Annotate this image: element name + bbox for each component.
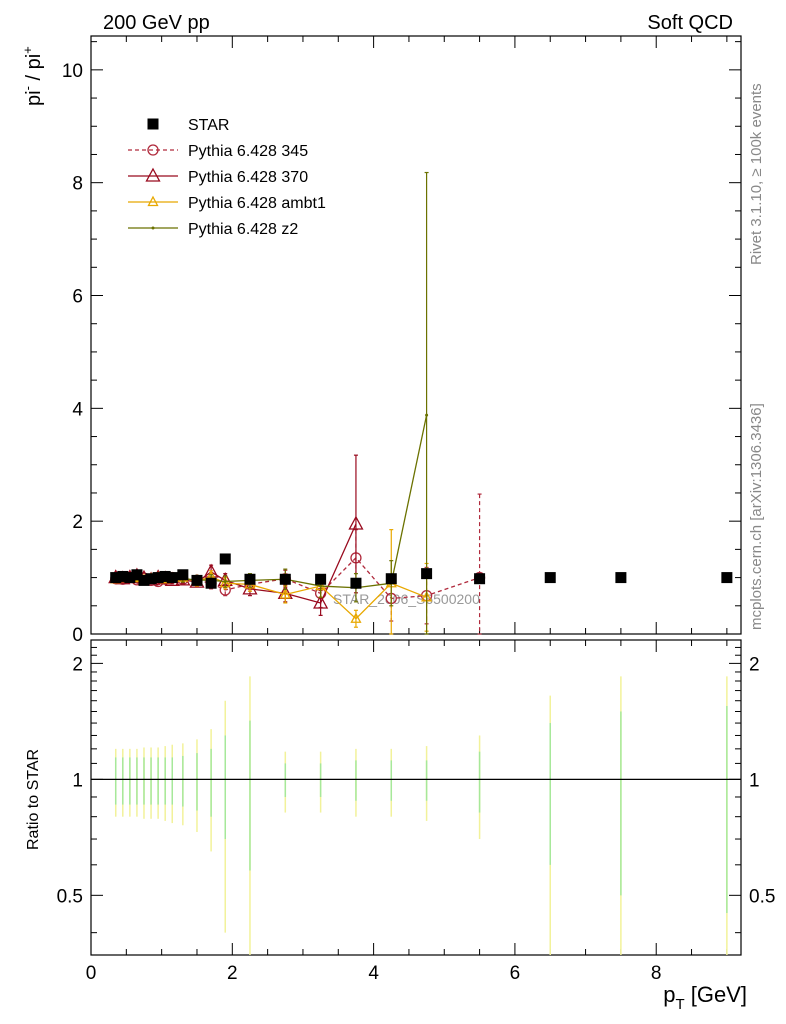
data-point-star: [474, 573, 486, 585]
legend-label: Pythia 6.428 345: [188, 143, 308, 160]
data-point-z2: [425, 413, 429, 417]
data-point-star: [544, 572, 556, 584]
ratio-y-tick-label-right: 0.5: [749, 886, 775, 907]
source-label: mcplots.cern.ch [arXiv:1306.3436]: [748, 403, 765, 630]
y-tick-label: 4: [72, 399, 83, 420]
legend-item: Pythia 6.428 ambt1: [128, 195, 326, 212]
data-point-star: [131, 569, 143, 581]
main-panel: 0 2 4 6 8 10 STAR_2006_S6500200: [62, 35, 742, 646]
x-tick-label: 0: [86, 963, 97, 984]
y-tick-label: 0: [72, 625, 83, 646]
y-tick-label: 6: [72, 287, 83, 308]
legend-marker: [145, 167, 161, 182]
ratio-y-tick-label-right: 1: [749, 770, 760, 791]
data-point-p370: [313, 594, 329, 609]
data-point-star: [191, 574, 203, 586]
data-point-z2: [319, 584, 323, 588]
x-tick-label: 6: [510, 963, 521, 984]
data-point-star: [385, 573, 397, 585]
ratio-y-tick-label: 2: [72, 654, 83, 675]
x-axis-label: pT [GeV]: [663, 982, 747, 1013]
ratio-panel: 0 2 4 6 8 0.5 1 2 0.5 1 2: [57, 639, 775, 984]
data-point-star: [145, 573, 157, 585]
header-left: 200 GeV pp: [103, 12, 210, 34]
legend-item: Pythia 6.428 370: [128, 167, 308, 186]
ratio-y-tick-label-right: 2: [749, 654, 760, 675]
data-point-star: [110, 572, 122, 584]
data-point-ambt1: [279, 588, 291, 599]
series-p370: [108, 454, 364, 616]
data-point-star: [166, 572, 178, 584]
data-point-star: [124, 572, 136, 584]
series-line-z2: [115, 414, 428, 589]
data-point-z2: [223, 580, 227, 584]
legend-label: Pythia 6.428 370: [188, 169, 308, 186]
y-tick-label: 8: [72, 174, 83, 195]
y-tick-label: 2: [72, 512, 83, 533]
legend-label: Pythia 6.428 z2: [188, 221, 298, 238]
ratio-y-tick-label: 1: [72, 770, 83, 791]
data-point-star: [205, 577, 217, 589]
data-point-star: [350, 577, 362, 589]
data-point-star: [279, 573, 291, 585]
data-point-star: [421, 568, 433, 580]
series-star: [110, 553, 733, 589]
data-point-star: [117, 570, 129, 582]
legend-item: Pythia 6.428 z2: [128, 221, 298, 238]
header-right: Soft QCD: [647, 12, 733, 34]
legend-marker: [147, 144, 159, 156]
legend-marker: [147, 118, 159, 130]
legend-label: STAR: [188, 117, 229, 134]
ratio-panel-frame: [90, 639, 742, 956]
watermark: STAR_2006_S6500200: [333, 591, 480, 607]
ratio-y-axis-label: Ratio to STAR: [25, 749, 42, 850]
data-point-star: [138, 574, 150, 586]
legend-item: STAR: [147, 117, 229, 134]
legend-marker: [147, 195, 159, 207]
data-point-star: [721, 572, 733, 584]
data-point-star: [152, 572, 164, 584]
data-point-star: [177, 569, 189, 581]
top-y-axis-label: pi- / pi+: [20, 46, 45, 106]
data-point-star: [244, 573, 256, 585]
data-point-p370: [348, 515, 364, 530]
x-tick-label: 2: [227, 963, 238, 984]
data-point-star: [159, 570, 171, 582]
x-tick-label: 4: [368, 963, 379, 984]
ratio-uncertainty-bands: [114, 676, 728, 955]
data-point-ambt1: [350, 612, 362, 623]
legend-marker: [151, 226, 155, 230]
series-z2: [113, 171, 429, 635]
data-point-star: [615, 572, 627, 584]
x-tick-label: 8: [651, 963, 662, 984]
data-point-star: [315, 573, 327, 585]
rivet-version-label: Rivet 3.1.10, ≥ 100k events: [748, 83, 765, 265]
data-point-star: [219, 553, 231, 565]
legend-label: Pythia 6.428 ambt1: [188, 195, 326, 212]
ratio-y-tick-label: 0.5: [57, 886, 83, 907]
y-tick-label: 10: [62, 61, 83, 82]
legend-item: Pythia 6.428 345: [128, 143, 308, 160]
data-layer: [108, 171, 733, 635]
main-panel-frame: [90, 35, 742, 635]
legend: STAR Pythia 6.428 345 Pythia 6.428 370 Pyth…: [128, 117, 326, 238]
